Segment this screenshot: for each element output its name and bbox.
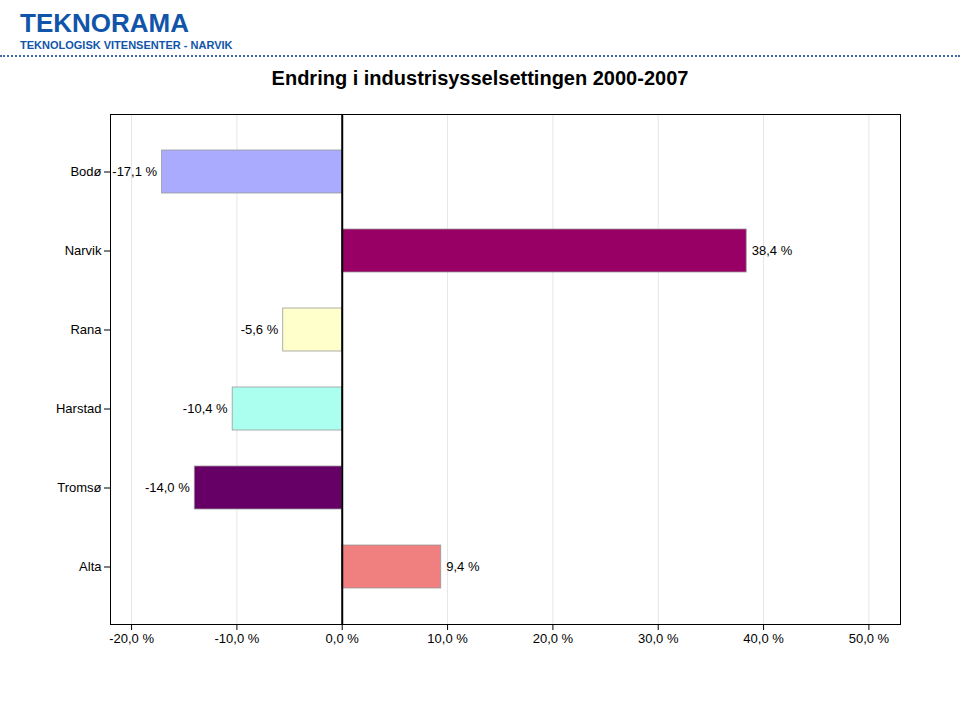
html-text:Endring i industrisysselsettin: Endring i industrisysselsettingen 2000-2… <box>271 67 689 89</box>
svg-text:38,4 %: 38,4 % <box>752 243 793 258</box>
svg-text:Narvik: Narvik <box>65 243 102 258</box>
svg-text:-10,4 %: -10,4 % <box>183 401 228 416</box>
svg-text:-20,0 %: -20,0 % <box>109 631 154 646</box>
svg-text:30,0 %: 30,0 % <box>638 631 679 646</box>
svg-text:40,0 %: 40,0 % <box>743 631 784 646</box>
svg-text:Alta: Alta <box>79 559 102 574</box>
html-text:TEKNOLOGISK VITENSENTER - NARV: TEKNOLOGISK VITENSENTER - NARVIK <box>20 39 233 51</box>
svg-text:Harstad: Harstad <box>56 401 102 416</box>
svg-text:0,0 %: 0,0 % <box>326 631 360 646</box>
svg-text:-5,6 %: -5,6 % <box>241 322 279 337</box>
svg-text:Rana: Rana <box>70 322 102 337</box>
svg-text:-10,0 %: -10,0 % <box>214 631 259 646</box>
svg-text:-14,0 %: -14,0 % <box>145 480 190 495</box>
html-text:TEKNORAMA: TEKNORAMA <box>20 8 189 38</box>
svg-text:50,0 %: 50,0 % <box>849 631 890 646</box>
svg-text:10,0 %: 10,0 % <box>427 631 468 646</box>
svg-text:Bodø: Bodø <box>70 164 101 179</box>
svg-text:20,0 %: 20,0 % <box>533 631 574 646</box>
svg-text:9,4 %: 9,4 % <box>446 559 480 574</box>
svg-text:-17,1 %: -17,1 % <box>112 164 157 179</box>
svg-text:Tromsø: Tromsø <box>57 480 101 495</box>
